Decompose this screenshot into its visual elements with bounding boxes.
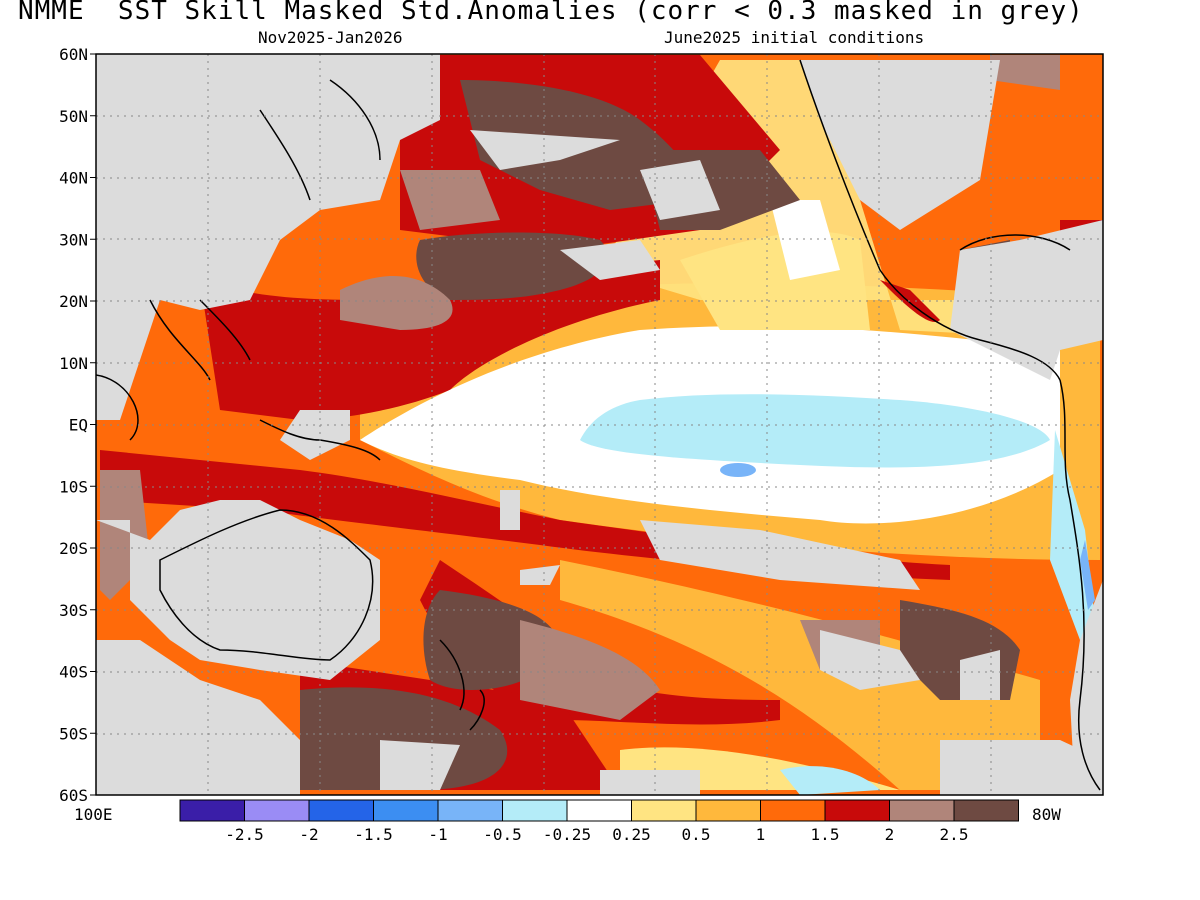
colorbar-swatch	[437, 799, 503, 822]
colorbar-label: 2	[885, 825, 895, 844]
coastlines	[96, 59, 1101, 791]
initial-conditions: June2025 initial conditions	[664, 28, 925, 47]
lat-label: 40N	[59, 169, 88, 188]
colorbar-label: 1.5	[811, 825, 840, 844]
colorbar-label: -0.5	[483, 825, 522, 844]
lat-label: 20N	[59, 292, 88, 311]
lat-label: 40S	[59, 663, 88, 682]
lat-label: 30S	[59, 601, 88, 620]
map-title: NMME SST Skill Masked Std.Anomalies (cor…	[18, 0, 1084, 26]
lon-left-label: 100E	[74, 805, 113, 824]
colorbar-label: -2.5	[225, 825, 264, 844]
lat-label: 10S	[59, 477, 88, 496]
colorbar-swatch	[244, 799, 310, 822]
colorbar-swatch	[889, 799, 955, 822]
forecast-period: Nov2025-Jan2026	[258, 28, 403, 47]
colorbar-label: -1.5	[354, 825, 393, 844]
latitude-axis: 60N 50N 40N 30N 20N 10N EQ 10S 20S 30S 40S 50S 60S	[59, 45, 96, 805]
colorbar: -2.5 -2 -1.5 -1 -0.5 -0.25 0.25 0.5 1 1.5 2 2.5	[179, 799, 1019, 844]
colorbar-swatch	[760, 799, 826, 822]
colorbar-swatch	[631, 799, 697, 822]
lat-label: 30N	[59, 230, 88, 249]
colorbar-swatch	[566, 799, 632, 822]
masked-grey-regions	[96, 54, 1103, 795]
colorbar-label: 1	[756, 825, 766, 844]
lon-right-label: 80W	[1032, 805, 1061, 824]
colorbar-swatch	[695, 799, 761, 822]
lat-label: 60S	[59, 786, 88, 805]
colorbar-swatch	[179, 799, 245, 822]
lat-label: EQ	[69, 416, 88, 435]
lat-label: 50S	[59, 724, 88, 743]
colorbar-label: 0.25	[612, 825, 651, 844]
colorbar-swatch	[373, 799, 439, 822]
colorbar-label: -2	[299, 825, 318, 844]
lat-label: 20S	[59, 539, 88, 558]
colorbar-label: 0.5	[682, 825, 711, 844]
colorbar-label: -0.25	[543, 825, 591, 844]
lat-label: 10N	[59, 354, 88, 373]
grid-lines	[96, 54, 1103, 795]
colorbar-swatch	[953, 799, 1019, 822]
colorbar-swatch	[502, 799, 568, 822]
colorbar-swatch	[824, 799, 890, 822]
colorbar-label: 2.5	[940, 825, 969, 844]
colorbar-swatch	[308, 799, 374, 822]
lat-label: 60N	[59, 45, 88, 64]
colorbar-label: -1	[428, 825, 447, 844]
anomaly-field	[96, 54, 1103, 795]
lat-label: 50N	[59, 107, 88, 126]
